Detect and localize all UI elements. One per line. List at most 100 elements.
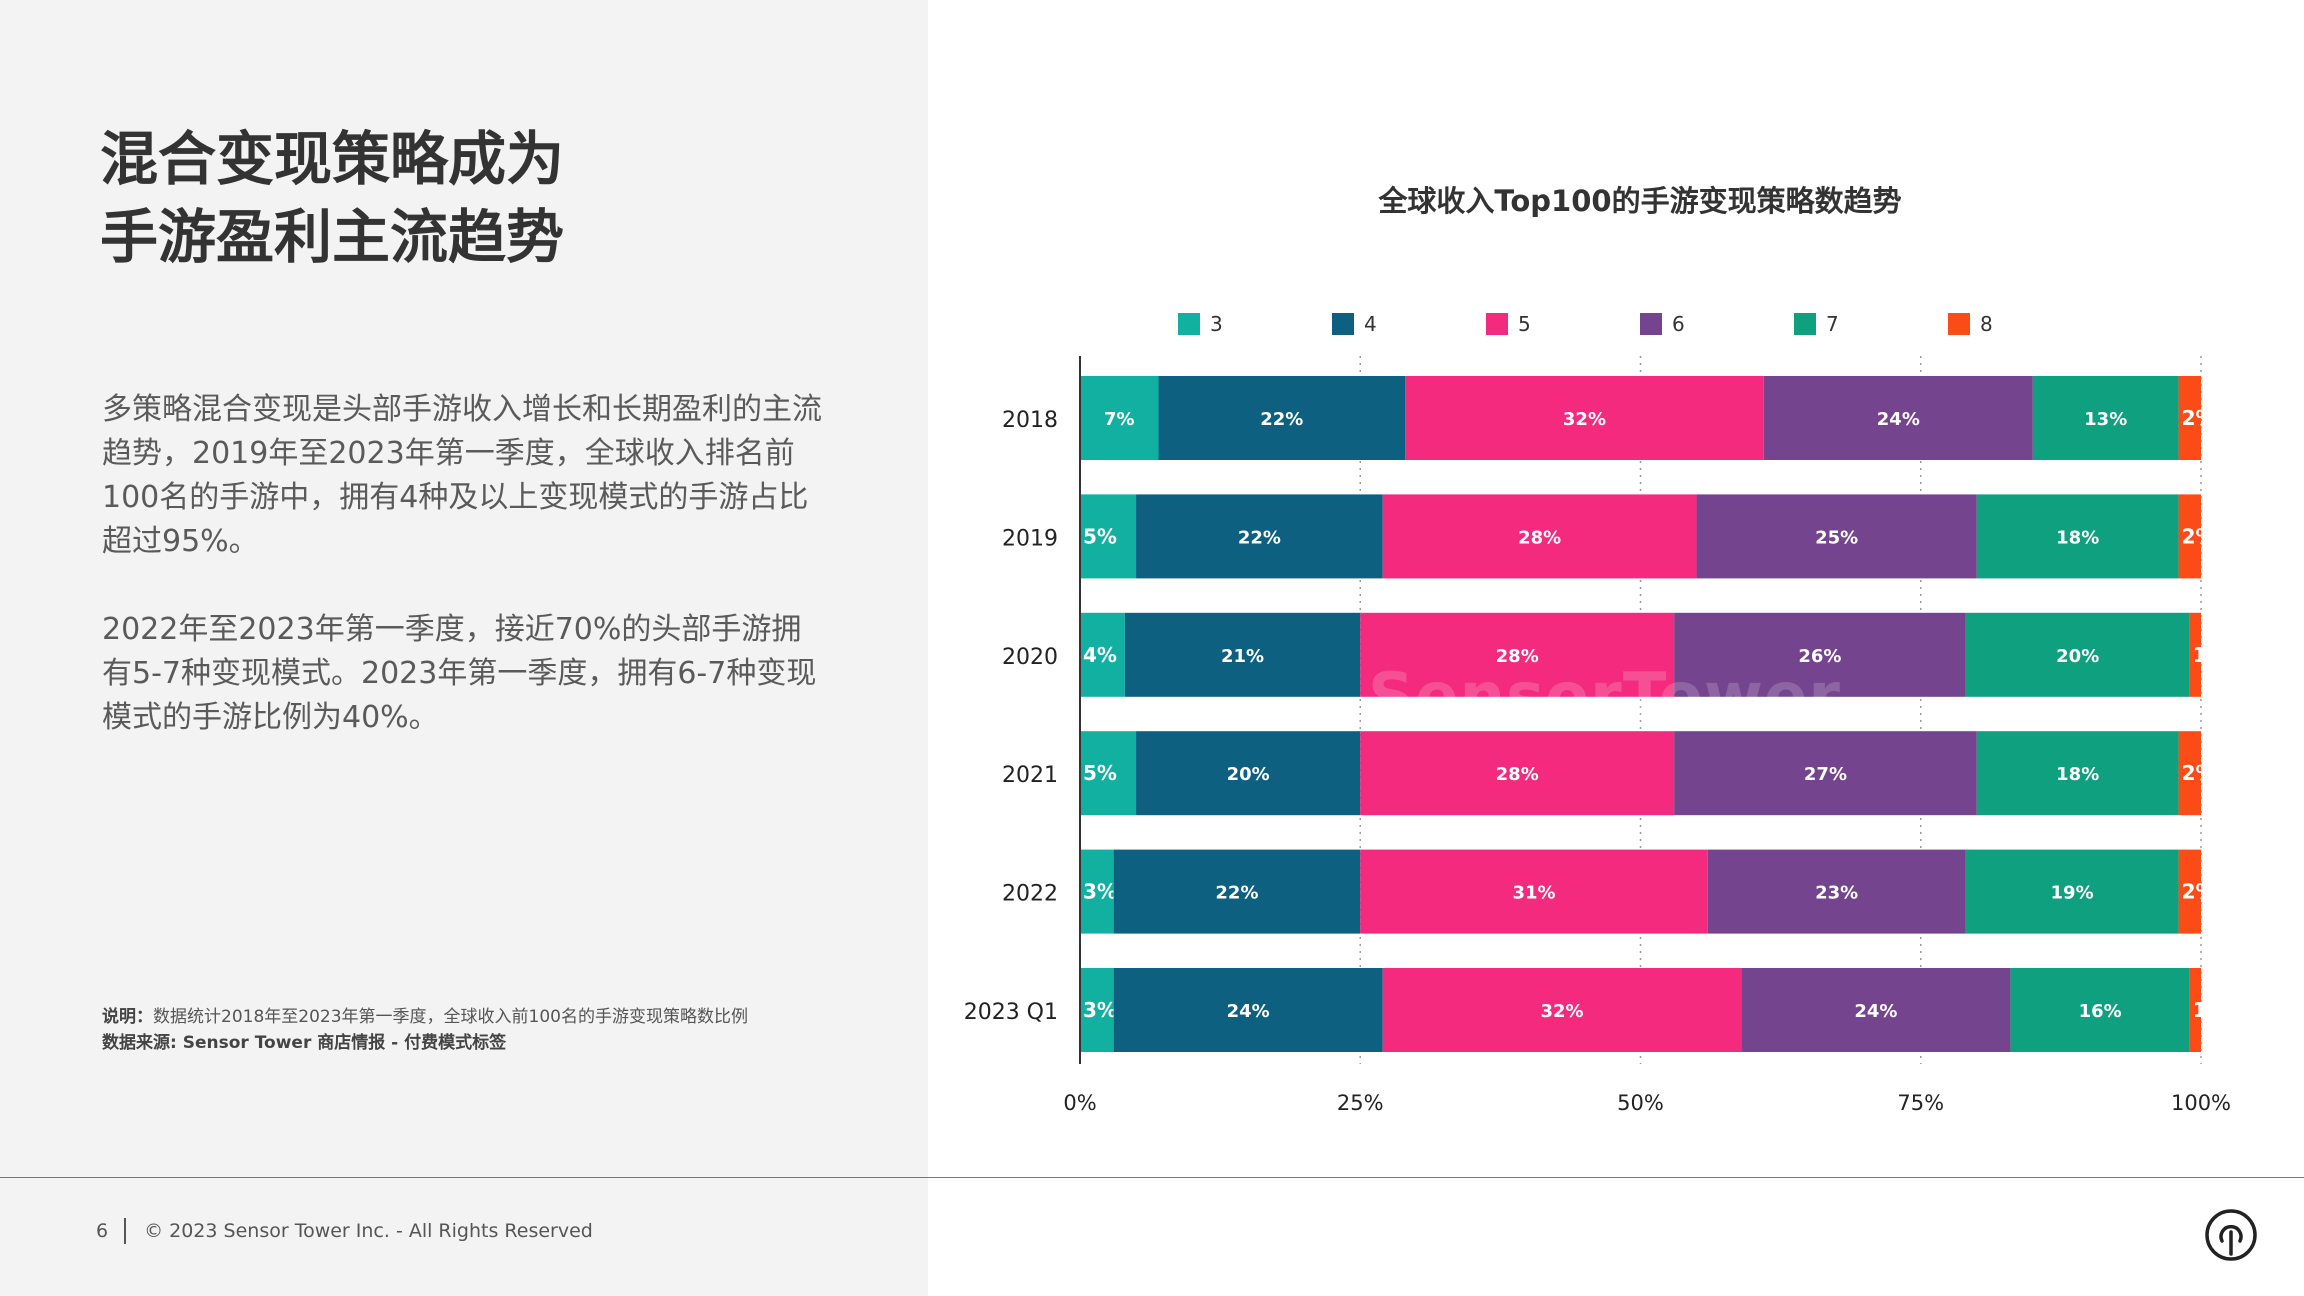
- bar-segment: [1382, 968, 1742, 1052]
- watermark: SensorTower: [1368, 660, 1841, 734]
- data-label: 19%: [2051, 883, 2094, 904]
- data-label: 27%: [1804, 764, 1847, 785]
- legend-label: 7: [1826, 312, 1839, 336]
- data-label: 28%: [1496, 764, 1539, 785]
- sensor-tower-logo-icon: [2205, 1209, 2257, 1261]
- x-tick-label: 0%: [1063, 1091, 1096, 1115]
- legend-item: 3: [1178, 312, 1223, 336]
- page-number: 6: [96, 1220, 109, 1242]
- data-label: 26%: [1798, 646, 1841, 667]
- legend-label: 4: [1364, 312, 1377, 336]
- bar-segment: [1080, 376, 1159, 460]
- data-label: 22%: [1260, 409, 1303, 430]
- chart-notes: 说明：数据统计2018年至2023年第一季度，全球收入前100名的手游变现策略数…: [102, 1004, 748, 1056]
- bar-segment: [1696, 494, 1977, 579]
- data-label: 22%: [1238, 527, 1281, 548]
- bar-segment: [1113, 968, 1383, 1052]
- legend-swatch: [1486, 313, 1508, 335]
- data-label: 32%: [1563, 409, 1606, 430]
- legend-label: 5: [1518, 312, 1531, 336]
- bar-segment: [1976, 731, 2179, 816]
- bar-segment: [1360, 731, 1675, 816]
- bar-segment: [1080, 968, 1114, 1052]
- bar-segment: [1080, 849, 1114, 934]
- category-label: 2022: [1002, 882, 1058, 907]
- bar-segment: [1965, 612, 2190, 697]
- bar-segment: [2178, 494, 2201, 579]
- bar-segment: [2189, 968, 2201, 1052]
- legend-item: 5: [1486, 312, 1531, 336]
- data-label: 7%: [1104, 409, 1135, 430]
- data-label: 13%: [2084, 409, 2127, 430]
- x-tick-label: 50%: [1617, 1091, 1664, 1115]
- bar-segment: [1763, 376, 2033, 460]
- data-label: 20%: [2056, 646, 2099, 667]
- category-label: 2021: [1002, 763, 1058, 788]
- bar-segment: [1405, 376, 1764, 460]
- bar-segment: [1360, 849, 1708, 934]
- data-label: 21%: [1221, 646, 1264, 667]
- bar-segment: [1080, 731, 1137, 816]
- x-tick-label: 75%: [1897, 1091, 1944, 1115]
- data-label: 3%: [1083, 998, 1117, 1022]
- data-label: 5%: [1083, 524, 1117, 548]
- data-label: 24%: [1877, 409, 1920, 430]
- bar-segment: [1080, 494, 1137, 579]
- bar-segment: [1360, 612, 1675, 697]
- data-label: 32%: [1540, 1001, 1583, 1022]
- chart-title: 全球收入Top100的手游变现策略数趋势: [1378, 184, 1902, 218]
- data-label: 18%: [2056, 764, 2099, 785]
- bar-segment: [2178, 731, 2201, 816]
- legend-item: 4: [1332, 312, 1377, 336]
- bar-segment: [2032, 376, 2179, 460]
- data-label: 28%: [1518, 527, 1561, 548]
- bar-segment: [1707, 849, 1966, 934]
- bar-segment: [1674, 731, 1977, 816]
- legend-label: 8: [1980, 312, 1993, 336]
- data-label: 25%: [1815, 527, 1858, 548]
- data-label: 4%: [1083, 643, 1117, 667]
- data-label: 23%: [1815, 883, 1858, 904]
- bar-segment: [1136, 731, 1361, 816]
- bar-segment: [1158, 376, 1406, 460]
- data-label: 31%: [1512, 883, 1555, 904]
- bar-segment: [1136, 494, 1383, 579]
- data-label: 24%: [1227, 1001, 1270, 1022]
- data-label: 5%: [1083, 761, 1117, 785]
- legend-swatch: [1794, 313, 1816, 335]
- data-label: 20%: [1227, 764, 1270, 785]
- bar-segment: [1382, 494, 1697, 579]
- legend-swatch: [1178, 313, 1200, 335]
- data-label: 22%: [1215, 883, 1258, 904]
- plot-clip-mask: [2202, 356, 2262, 1064]
- data-label: 28%: [1496, 646, 1539, 667]
- bar-segment: [2178, 376, 2201, 460]
- data-label: 3%: [1083, 880, 1117, 904]
- note-text: 数据统计2018年至2023年第一季度，全球收入前100名的手游变现策略数比例: [153, 1007, 748, 1027]
- legend-swatch: [1332, 313, 1354, 335]
- legend-item: 6: [1640, 312, 1685, 336]
- category-label: 2020: [1002, 645, 1058, 670]
- bar-segment: [1113, 849, 1361, 934]
- bar-segment: [1674, 612, 1966, 697]
- footer-divider: [0, 1177, 2304, 1178]
- paragraph-1: 多策略混合变现是头部手游收入增长和长期盈利的主流趋势，2019年至2023年第一…: [102, 392, 822, 559]
- legend-swatch: [1948, 313, 1970, 335]
- bar-segment: [1080, 612, 1125, 697]
- note-label: 说明：: [102, 1007, 153, 1027]
- category-label: 2019: [1002, 526, 1058, 551]
- source-label: 数据来源: Sensor Tower 商店情报 - 付费模式标签: [102, 1033, 507, 1053]
- footer: 6 © 2023 Sensor Tower Inc. - All Rights …: [96, 1218, 593, 1244]
- legend-label: 3: [1210, 312, 1223, 336]
- footer-separator: [124, 1218, 127, 1244]
- x-tick-label: 100%: [2171, 1091, 2231, 1115]
- category-label: 2018: [1002, 408, 1058, 433]
- bar-segment: [2010, 968, 2190, 1052]
- left-panel: [0, 0, 928, 1296]
- legend-label: 6: [1672, 312, 1685, 336]
- data-label: 16%: [2079, 1001, 2122, 1022]
- data-label: 18%: [2056, 527, 2099, 548]
- bar-segment: [1965, 849, 2179, 934]
- source-line: 数据来源: Sensor Tower 商店情报 - 付费模式标签: [102, 1030, 748, 1056]
